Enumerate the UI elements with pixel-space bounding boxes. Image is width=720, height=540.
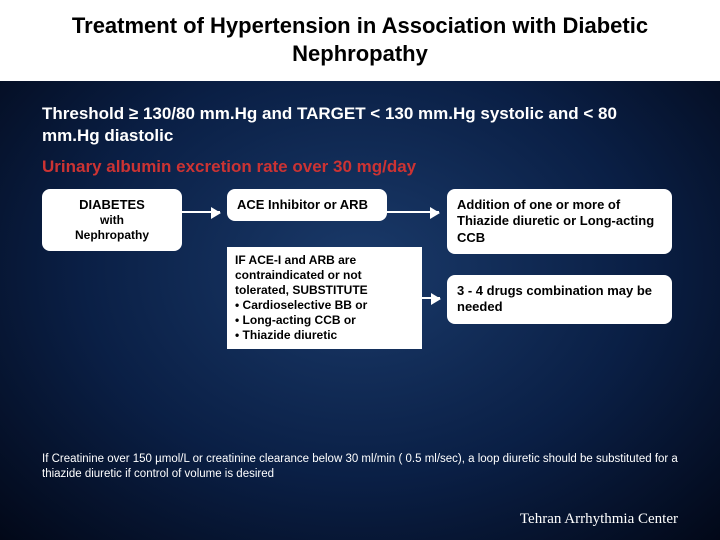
arrow-icon: [387, 211, 439, 213]
arrow-icon: [422, 297, 440, 299]
node-addition-l1: Addition of one or more of: [457, 197, 662, 213]
node-diabetes: DIABETES with Nephropathy: [42, 189, 182, 251]
node-ace: ACE Inhibitor or ARB: [227, 189, 387, 221]
urinary-text: Urinary albumin excretion rate over 30 m…: [42, 157, 678, 177]
node-diabetes-l3: Nephropathy: [52, 228, 172, 243]
node-substitute-b3: • Thiazide diuretic: [235, 328, 414, 343]
flow-diagram: DIABETES with Nephropathy ACE Inhibitor …: [42, 189, 678, 389]
threshold-text: Threshold ≥ 130/80 mm.Hg and TARGET < 13…: [42, 103, 678, 147]
page-title: Treatment of Hypertension in Association…: [40, 12, 680, 67]
node-substitute: IF ACE-I and ARB are contraindicated or …: [227, 247, 422, 349]
footnote-text: If Creatinine over 150 µmol/L or creatin…: [42, 452, 678, 482]
node-substitute-head: IF ACE-I and ARB are contraindicated or …: [235, 253, 414, 298]
credit-text: Tehran Arrhythmia Center: [520, 511, 678, 528]
title-band: Treatment of Hypertension in Association…: [0, 0, 720, 81]
arrow-icon: [182, 211, 220, 213]
node-substitute-b1: • Cardioselective BB or: [235, 298, 414, 313]
node-addition: Addition of one or more of Thiazide diur…: [447, 189, 672, 254]
node-addition-l2: Thiazide diuretic or Long-acting CCB: [457, 213, 662, 246]
node-diabetes-l1: DIABETES: [52, 197, 172, 213]
node-substitute-b2: • Long-acting CCB or: [235, 313, 414, 328]
node-diabetes-l2: with: [52, 213, 172, 228]
node-combo: 3 - 4 drugs combination may be needed: [447, 275, 672, 324]
